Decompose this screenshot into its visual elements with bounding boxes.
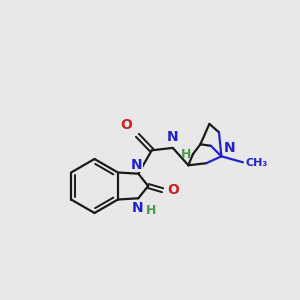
Text: O: O [121,118,133,132]
Text: N: N [132,201,143,215]
Text: O: O [168,183,180,196]
Text: H: H [181,148,191,161]
Text: N: N [224,141,236,155]
Text: H: H [146,204,156,217]
Text: N: N [167,130,178,144]
Text: N: N [131,158,142,172]
Text: CH₃: CH₃ [245,158,268,168]
